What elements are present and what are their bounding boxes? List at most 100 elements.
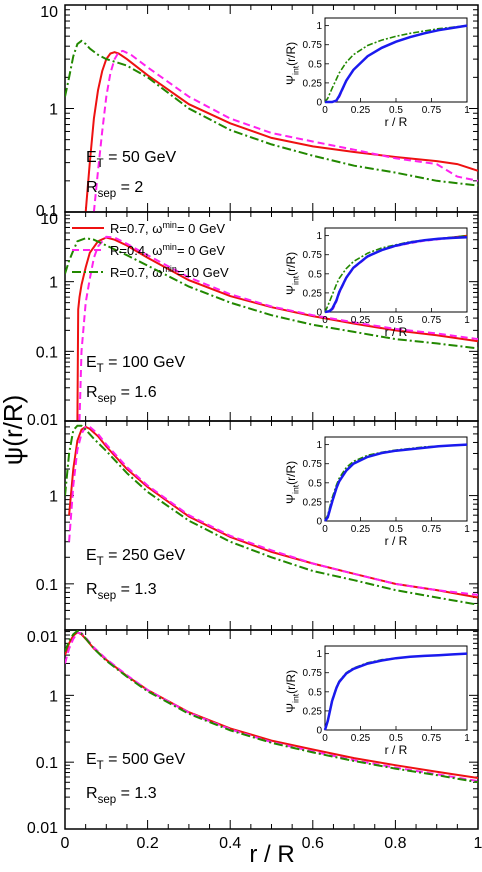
inset-x-tick-label: 1 xyxy=(464,105,470,116)
inset-y-label: Ψint(r/R) xyxy=(284,461,301,504)
rsep-label: Rsep = 2 xyxy=(86,179,143,200)
series-line-magenta xyxy=(65,631,478,783)
et-label: ET = 50 GeV xyxy=(86,149,177,170)
inset-x-tick-label: 0.25 xyxy=(351,733,371,744)
series-line-magenta xyxy=(92,49,478,212)
inset-x-tick-label: 1 xyxy=(464,315,470,326)
inset-4: 0 0.25 0.5 0.75 1 0 0.25 0.5 0.75 1 r / R Ψint(r/R) xyxy=(284,645,470,757)
x-tick-label: 0.4 xyxy=(219,835,241,852)
y-tick-label: 10 xyxy=(40,211,58,228)
y-tick-label: 0.1 xyxy=(36,203,58,220)
inset-y-tick-label: 0.25 xyxy=(303,497,323,508)
rsep-label: Rsep = 1.3 xyxy=(86,581,157,602)
inset-series-blue xyxy=(323,652,468,731)
series-line-green xyxy=(65,237,478,350)
et-label: ET = 100 GeV xyxy=(86,354,185,375)
series-line-red xyxy=(76,236,478,421)
inset-y-tick-label: 0.25 xyxy=(303,288,323,299)
inset-y-tick-label: 0.5 xyxy=(308,687,322,698)
inset-x-label: r / R xyxy=(385,115,408,129)
inset-frame xyxy=(324,17,468,103)
y-tick-label: 0.1 xyxy=(36,755,58,772)
series-line-green xyxy=(65,39,478,187)
inset-y-tick-label: 0.75 xyxy=(303,250,323,261)
inset-x-label: r / R xyxy=(385,743,408,757)
inset-y-tick-label: 1 xyxy=(316,649,322,660)
inset-y-tick-label: 0 xyxy=(316,517,322,528)
inset-series-green xyxy=(324,24,468,103)
inset-y-tick-label: 1 xyxy=(316,231,322,242)
legend-label: R=0.7, ωmin=10 GeV xyxy=(110,264,229,280)
inset-y-tick-label: 0.75 xyxy=(303,40,323,51)
inset-y-tick-label: 0.5 xyxy=(308,59,322,70)
inset-y-label: Ψint(r/R) xyxy=(284,252,301,295)
inset-series-green xyxy=(324,234,468,313)
inset-series-blue xyxy=(325,24,468,104)
y-tick-label: 0.1 xyxy=(36,344,58,361)
inset-frame xyxy=(324,645,468,731)
x-tick-label: 0.6 xyxy=(302,835,324,852)
series-line-green xyxy=(65,630,478,784)
y-tick-label: 0.01 xyxy=(27,820,58,837)
inset-y-tick-label: 1 xyxy=(316,21,322,32)
inset-x-tick-label: 0.25 xyxy=(351,524,371,535)
inset-x-tick-label: 0 xyxy=(322,315,328,326)
inset-x-label: r / R xyxy=(385,325,408,339)
inset-y-tick-label: 0 xyxy=(316,726,322,737)
y-tick-label: 1 xyxy=(49,275,58,292)
panel-3: 1 0.1 ET = 250 GeV Rsep = 1.3 0 0.25 0.5 0.75 1 0… xyxy=(36,420,479,631)
inset-x-tick-label: 0.75 xyxy=(422,105,442,116)
inset-x-tick-label: 0.5 xyxy=(389,105,403,116)
y-tick-label: 0.01 xyxy=(27,629,58,646)
inset-y-tick-label: 0 xyxy=(316,98,322,109)
inset-x-tick-label: 0 xyxy=(322,105,328,116)
series-line-green xyxy=(65,424,478,606)
legend-label: R=0.7, ωmin= 0 GeV xyxy=(110,220,225,236)
y-tick-label: 10 xyxy=(40,4,58,21)
y-tick-label: 1 xyxy=(49,489,58,506)
inset-x-tick-label: 1 xyxy=(464,524,470,535)
inset-x-tick-label: 0.75 xyxy=(422,524,442,535)
x-tick-label: 0.2 xyxy=(136,835,158,852)
inset-x-tick-label: 0.75 xyxy=(422,315,442,326)
y-tick-label: 0.01 xyxy=(27,412,58,429)
inset-x-tick-label: 0.25 xyxy=(351,315,371,326)
et-label: ET = 500 GeV xyxy=(86,751,185,772)
inset-x-tick-label: 0.25 xyxy=(351,105,371,116)
inset-y-tick-label: 0.25 xyxy=(303,78,323,89)
inset-y-tick-label: 0.25 xyxy=(303,706,323,717)
series-line-magenta xyxy=(68,425,478,596)
inset-x-tick-label: 0.75 xyxy=(422,733,442,744)
rsep-label: Rsep = 1.3 xyxy=(86,785,157,806)
y-tick-label: 1 xyxy=(49,102,58,119)
inset-x-tick-label: 0.5 xyxy=(389,524,403,535)
inset-1: 0 0.25 0.5 0.75 1 0 0.25 0.5 0.75 1 r / R Ψint(r/R) xyxy=(284,17,470,129)
inset-x-label: r / R xyxy=(385,534,408,548)
y-tick-label: 0.1 xyxy=(36,577,58,594)
inset-y-tick-label: 0.75 xyxy=(303,459,323,470)
inset-series-blue xyxy=(323,443,468,522)
inset-x-tick-label: 0 xyxy=(322,733,328,744)
x-tick-label: 0 xyxy=(61,835,70,852)
inset-3: 0 0.25 0.5 0.75 1 0 0.25 0.5 0.75 1 r / R Ψint(r/R) xyxy=(284,436,470,548)
x-tick-label: 1 xyxy=(474,835,482,852)
y-axis-label: ψ(r/R) xyxy=(0,395,28,466)
legend-label: R=0.4, ωmin= 0 GeV xyxy=(110,242,225,258)
inset-x-tick-label: 1 xyxy=(464,733,470,744)
inset-x-tick-label: 0.5 xyxy=(389,733,403,744)
x-axis-label: r / R xyxy=(249,841,294,868)
legend: R=0.7, ωmin= 0 GeV R=0.4, ωmin= 0 GeV R=0.… xyxy=(72,220,229,280)
x-tick-label: 0.8 xyxy=(384,835,406,852)
inset-x-tick-label: 0.5 xyxy=(389,315,403,326)
inset-y-tick-label: 0.5 xyxy=(308,269,322,280)
y-tick-label: 1 xyxy=(49,688,58,705)
inset-y-label: Ψint(r/R) xyxy=(284,42,301,85)
series-line-magenta xyxy=(78,235,478,421)
inset-series-blue xyxy=(324,235,468,314)
et-label: ET = 250 GeV xyxy=(86,547,185,568)
inset-x-tick-label: 0 xyxy=(322,524,328,535)
inset-y-tick-label: 0.75 xyxy=(303,668,323,679)
